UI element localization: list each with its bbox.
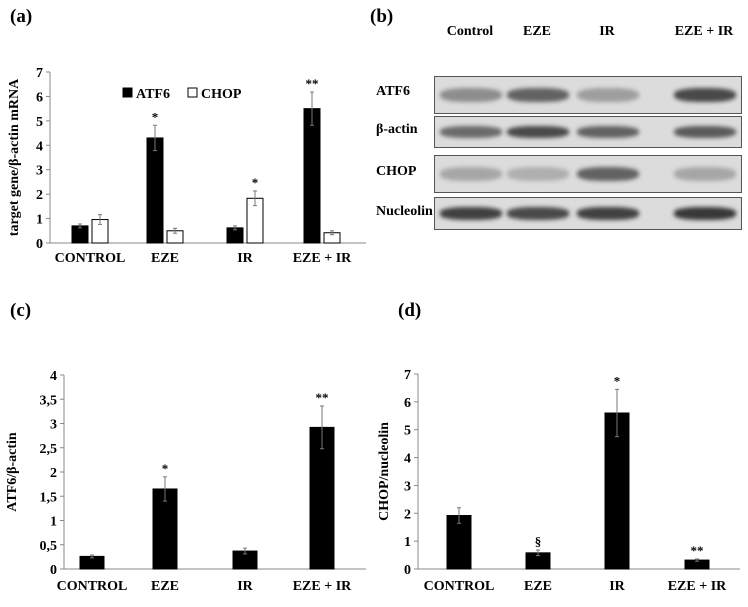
blot-row-label: ATF6 — [376, 84, 410, 99]
blot-band — [674, 166, 736, 182]
y-tick-label: 2 — [404, 507, 411, 522]
x-tick-label: EZE + IR — [668, 579, 727, 594]
blot-band — [440, 87, 502, 103]
bar — [604, 412, 630, 570]
blot-band — [577, 87, 639, 103]
blot-band — [440, 207, 502, 220]
y-tick-label: 1,5 — [40, 490, 58, 505]
significance-mark: ** — [306, 76, 319, 91]
blot-band — [507, 207, 569, 220]
bar — [152, 488, 178, 570]
significance-mark: * — [162, 461, 169, 476]
y-tick-label: 3 — [50, 418, 57, 433]
panel-label-d: (d) — [398, 300, 422, 321]
legend-swatch — [122, 87, 133, 98]
y-tick-label: 0 — [36, 237, 43, 252]
y-tick-label: 5 — [36, 115, 43, 130]
y-tick-label: 6 — [36, 90, 43, 105]
lane-label: IR — [599, 24, 615, 39]
blot-band — [577, 207, 639, 220]
significance-mark: * — [252, 175, 259, 190]
y-tick-label: 1 — [50, 515, 57, 530]
blot-band — [440, 166, 502, 182]
y-tick-label: 4 — [36, 139, 43, 154]
blot-band — [674, 207, 736, 220]
blot-row-label: CHOP — [376, 164, 417, 179]
y-tick-label: 7 — [36, 66, 43, 81]
significance-mark: * — [152, 109, 159, 124]
x-tick-label: CONTROL — [57, 579, 128, 594]
significance-mark: ** — [316, 390, 329, 405]
blot-strip-chop — [434, 155, 742, 193]
blot-band — [577, 166, 639, 182]
x-tick-label: EZE + IR — [293, 251, 352, 266]
lane-label: EZE — [522, 24, 552, 39]
x-tick-label: IR — [237, 579, 253, 594]
y-tick-label: 2,5 — [40, 442, 58, 457]
y-tick-label: 3 — [404, 479, 411, 494]
y-axis-label: CHOP/nucleolin — [377, 422, 392, 521]
y-tick-label: 5 — [404, 424, 411, 439]
y-axis-label: target gene/β-actin mRNA — [7, 78, 22, 236]
significance-mark: § — [535, 534, 542, 549]
y-tick-label: 2 — [36, 188, 43, 203]
bar — [446, 515, 472, 570]
x-tick-label: IR — [609, 579, 625, 594]
blot-band — [507, 126, 569, 138]
blot-strip-nucleolin — [434, 197, 742, 230]
y-tick-label: 1 — [36, 213, 43, 228]
x-tick-label: EZE + IR — [293, 579, 352, 594]
legend-swatch — [187, 87, 198, 98]
blot-strip-atf6 — [434, 76, 742, 114]
blot-row-label: β-actin — [376, 122, 418, 137]
blot-row-label: Nucleolin — [376, 204, 433, 219]
panel-label-c: (c) — [10, 300, 32, 321]
x-tick-label: EZE — [151, 251, 179, 266]
blot-band — [577, 126, 639, 138]
blot-strip-beta-actin — [434, 116, 742, 148]
y-tick-label: 4 — [50, 369, 57, 384]
y-tick-label: 4 — [404, 452, 411, 467]
blot-band — [674, 126, 736, 138]
x-tick-label: CONTROL — [424, 579, 495, 594]
legend-label: ATF6 — [136, 87, 170, 102]
y-tick-label: 6 — [404, 396, 411, 411]
blot-band — [507, 166, 569, 182]
y-tick-label: 0 — [404, 563, 411, 578]
x-tick-label: EZE — [524, 579, 552, 594]
significance-mark: * — [614, 373, 621, 388]
bar — [309, 426, 335, 570]
y-tick-label: 3 — [36, 164, 43, 179]
y-axis-label: ATF6/β-actin — [5, 432, 20, 512]
y-tick-label: 0,5 — [40, 539, 58, 554]
y-tick-label: 7 — [404, 368, 411, 383]
y-tick-label: 2 — [50, 466, 57, 481]
x-tick-label: EZE — [151, 579, 179, 594]
y-tick-label: 1 — [404, 535, 411, 550]
y-tick-label: 3,5 — [40, 393, 58, 408]
lane-label: Control — [446, 24, 494, 39]
x-tick-label: IR — [237, 251, 253, 266]
x-tick-label: CONTROL — [55, 251, 126, 266]
y-tick-label: 0 — [50, 563, 57, 578]
panel-label-a: (a) — [10, 6, 33, 27]
legend-label: CHOP — [201, 87, 242, 102]
blot-band — [674, 87, 736, 103]
blot-band — [507, 87, 569, 103]
panel-label-b: (b) — [370, 6, 394, 27]
blot-band — [440, 126, 502, 138]
significance-mark: ** — [691, 543, 704, 558]
lane-label: EZE + IR — [674, 24, 734, 39]
